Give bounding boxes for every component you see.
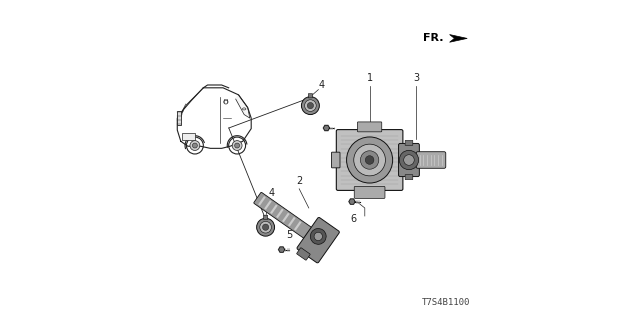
Polygon shape	[349, 199, 355, 204]
Text: 5: 5	[287, 230, 292, 240]
FancyBboxPatch shape	[308, 94, 312, 98]
Text: T7S4B1100: T7S4B1100	[422, 298, 470, 307]
Text: 2: 2	[296, 176, 302, 186]
Circle shape	[404, 155, 414, 165]
Text: 4: 4	[269, 188, 275, 198]
Polygon shape	[236, 95, 250, 118]
FancyBboxPatch shape	[399, 143, 419, 177]
Circle shape	[301, 97, 319, 115]
Circle shape	[224, 100, 228, 104]
Circle shape	[307, 102, 314, 109]
FancyBboxPatch shape	[182, 133, 195, 140]
Polygon shape	[450, 35, 467, 42]
Polygon shape	[278, 247, 285, 252]
FancyBboxPatch shape	[405, 140, 413, 145]
FancyBboxPatch shape	[416, 152, 445, 168]
Text: H: H	[224, 100, 228, 104]
FancyBboxPatch shape	[264, 215, 268, 220]
Circle shape	[347, 137, 393, 183]
Text: 6: 6	[351, 214, 356, 224]
Circle shape	[232, 140, 242, 150]
FancyBboxPatch shape	[297, 248, 310, 260]
Text: 1: 1	[367, 73, 372, 83]
Circle shape	[193, 143, 197, 148]
FancyBboxPatch shape	[337, 130, 403, 190]
Circle shape	[354, 144, 385, 176]
FancyBboxPatch shape	[357, 122, 381, 132]
FancyBboxPatch shape	[258, 196, 266, 206]
FancyBboxPatch shape	[399, 152, 408, 168]
Circle shape	[314, 232, 323, 241]
FancyBboxPatch shape	[294, 221, 301, 231]
FancyBboxPatch shape	[297, 217, 339, 263]
Ellipse shape	[243, 108, 246, 110]
Circle shape	[257, 218, 275, 236]
FancyBboxPatch shape	[355, 186, 385, 198]
Circle shape	[399, 150, 419, 170]
Polygon shape	[323, 125, 330, 131]
FancyBboxPatch shape	[405, 175, 413, 180]
Circle shape	[260, 221, 271, 233]
Circle shape	[262, 224, 269, 230]
Circle shape	[360, 151, 379, 169]
Circle shape	[365, 156, 374, 164]
Circle shape	[190, 140, 200, 150]
FancyBboxPatch shape	[288, 217, 296, 227]
FancyBboxPatch shape	[177, 111, 180, 125]
FancyBboxPatch shape	[254, 192, 313, 239]
Circle shape	[235, 143, 239, 148]
FancyBboxPatch shape	[264, 200, 272, 210]
Circle shape	[310, 228, 326, 244]
FancyBboxPatch shape	[270, 204, 278, 214]
FancyBboxPatch shape	[282, 213, 290, 222]
Text: 4: 4	[319, 80, 324, 90]
Text: FR.: FR.	[422, 33, 443, 44]
FancyBboxPatch shape	[276, 209, 284, 218]
FancyBboxPatch shape	[332, 152, 340, 168]
Text: 3: 3	[413, 73, 419, 83]
Circle shape	[305, 100, 316, 111]
